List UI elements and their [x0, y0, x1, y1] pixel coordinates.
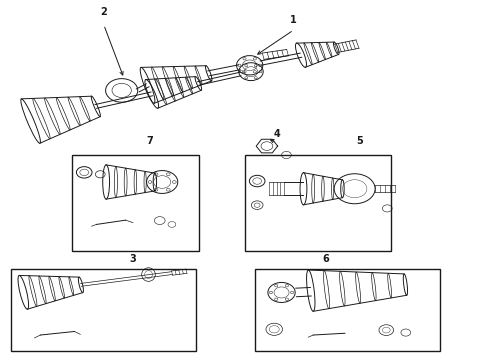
Text: 1: 1: [291, 15, 297, 24]
Bar: [245, 155, 391, 251]
Text: 4: 4: [273, 129, 280, 139]
Text: 7: 7: [147, 136, 153, 146]
Text: 6: 6: [322, 254, 329, 264]
Bar: [11, 269, 196, 351]
Text: 5: 5: [356, 136, 363, 146]
Bar: [72, 155, 199, 251]
Text: 2: 2: [100, 8, 107, 18]
Bar: [255, 269, 440, 351]
Text: 3: 3: [129, 254, 136, 264]
